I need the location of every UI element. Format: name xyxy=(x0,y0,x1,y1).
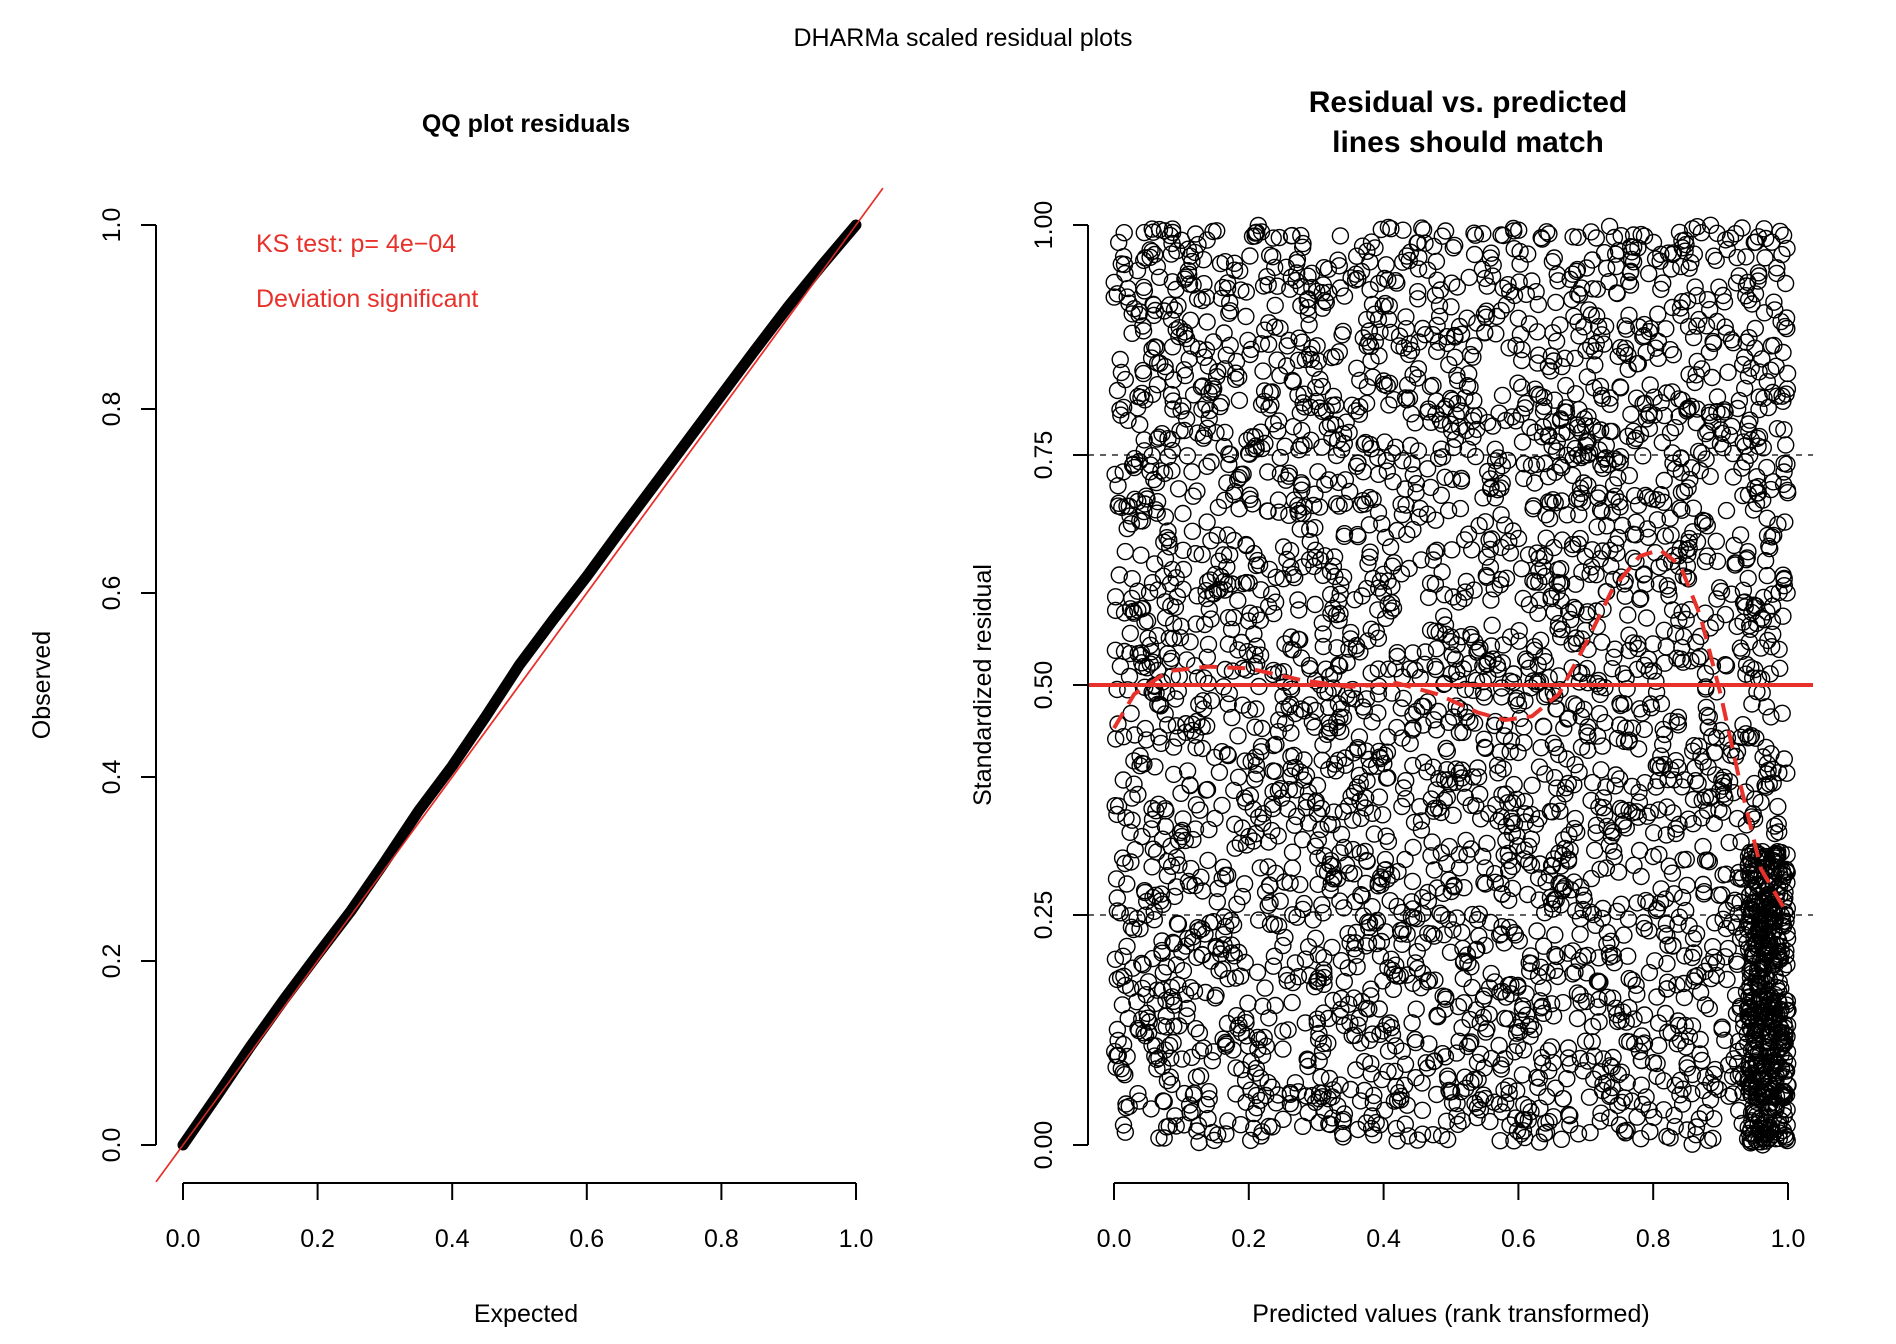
residual-plot-title-line1: Residual vs. predicted xyxy=(1309,86,1627,119)
qq-plot-panel: QQ plot residuals 0.0 0.2 0.4 0.6 0.8 1.0 0.0… xyxy=(28,110,884,1328)
residual-y-tick-label: 0.75 xyxy=(1030,431,1058,480)
residual-y-tick-label: 0.25 xyxy=(1030,891,1058,940)
residual-x-axis-label: Predicted values (rank transformed) xyxy=(1252,1300,1649,1328)
quantile-regression-curve xyxy=(1112,547,1790,917)
residual-x-tick-label: 1.0 xyxy=(1771,1225,1806,1253)
qq-x-tick-label: 0.6 xyxy=(569,1225,604,1253)
qq-y-tick-label: 0.6 xyxy=(98,576,126,611)
qq-x-tick-label: 0.0 xyxy=(166,1225,201,1253)
residual-x-tick-label: 0.2 xyxy=(1231,1225,1266,1253)
residual-vs-predicted-panel: Residual vs. predicted lines should matc… xyxy=(969,86,1813,1328)
residual-x-tick-label: 0.8 xyxy=(1636,1225,1671,1253)
residual-y-axis: 0.00 0.25 0.50 0.75 1.00 xyxy=(1030,201,1089,1170)
qq-y-tick-label: 0.8 xyxy=(98,392,126,427)
residual-y-tick-label: 1.00 xyxy=(1030,201,1058,250)
qq-plot-area xyxy=(155,187,884,1183)
qq-y-tick-label: 0.4 xyxy=(98,760,126,795)
deviation-annotation: Deviation significant xyxy=(256,285,478,313)
residual-y-tick-label: 0.00 xyxy=(1030,1121,1058,1170)
qq-x-tick-label: 0.2 xyxy=(300,1225,335,1253)
residual-x-tick-label: 0.4 xyxy=(1366,1225,1401,1253)
residual-y-axis-label: Standardized residual xyxy=(969,564,997,806)
qq-x-tick-label: 0.4 xyxy=(435,1225,470,1253)
residual-scatter-points xyxy=(1105,216,1797,1154)
qq-y-axis: 0.0 0.2 0.4 0.6 0.8 1.0 xyxy=(98,208,157,1163)
figure-suptitle: DHARMa scaled residual plots xyxy=(793,24,1132,52)
qq-x-axis-label: Expected xyxy=(474,1300,578,1328)
qq-observed-points xyxy=(177,219,862,1151)
qq-y-axis-label: Observed xyxy=(28,631,56,739)
qq-plot-title: QQ plot residuals xyxy=(422,110,630,138)
qq-x-tick-label: 0.8 xyxy=(704,1225,739,1253)
qq-y-tick-label: 1.0 xyxy=(98,208,126,243)
residual-y-tick-label: 0.50 xyxy=(1030,661,1058,710)
qq-y-tick-label: 0.2 xyxy=(98,944,126,979)
residual-plot-title-line2: lines should match xyxy=(1332,126,1604,159)
residual-x-tick-label: 0.6 xyxy=(1501,1225,1536,1253)
residual-x-axis: 0.0 0.2 0.4 0.6 0.8 1.0 xyxy=(1097,1182,1806,1253)
residual-reference-lines xyxy=(1088,454,1813,917)
qq-x-axis: 0.0 0.2 0.4 0.6 0.8 1.0 xyxy=(166,1182,874,1253)
qq-y-tick-label: 0.0 xyxy=(98,1128,126,1163)
qq-x-tick-label: 1.0 xyxy=(839,1225,874,1253)
residual-x-tick-label: 0.0 xyxy=(1097,1225,1132,1253)
ks-test-annotation: KS test: p= 4e−04 xyxy=(256,230,456,258)
